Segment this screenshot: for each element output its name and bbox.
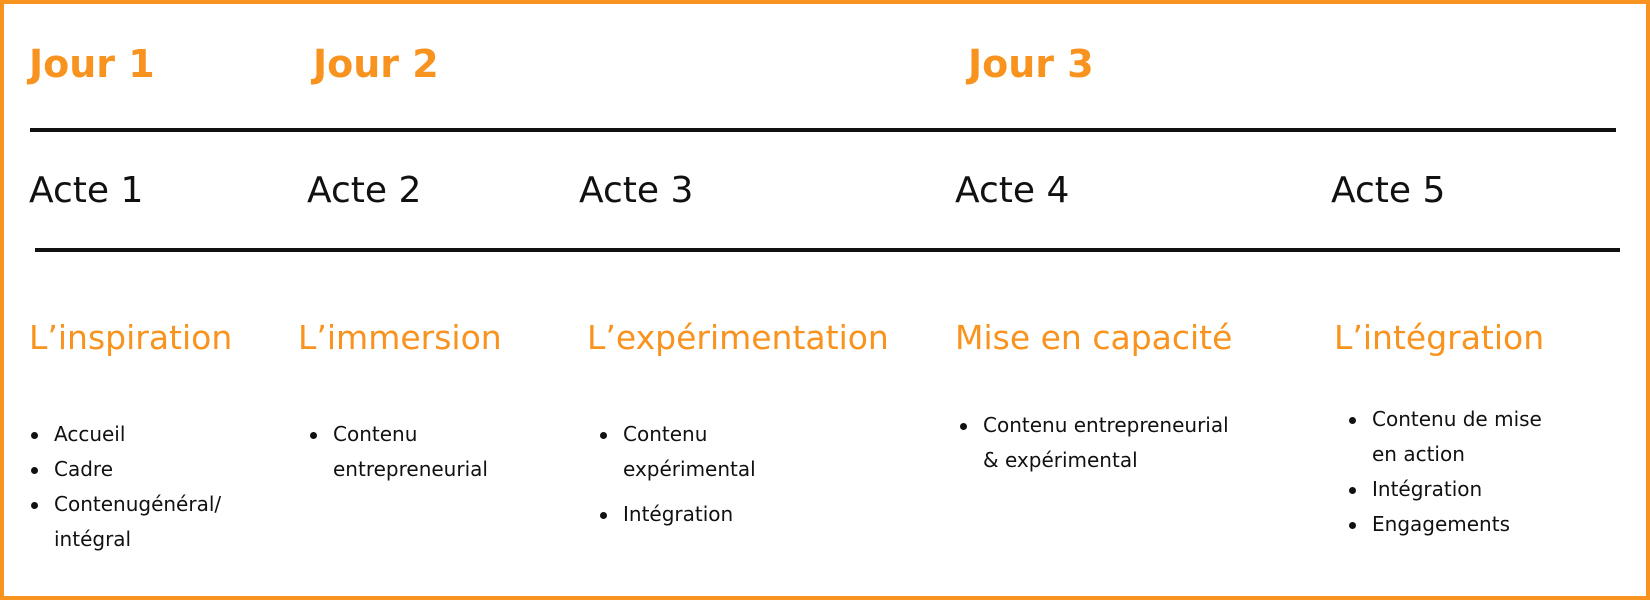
list-item: Contenu de mise en action xyxy=(1349,402,1542,472)
list-item: Accueil xyxy=(31,417,221,452)
middle-divider xyxy=(35,248,1620,252)
jour-1-label: Jour 1 xyxy=(29,42,155,86)
acte-3-title: L’expérimentation xyxy=(587,318,889,357)
jour-3-label: Jour 3 xyxy=(968,42,1094,86)
list-item: Cadre xyxy=(31,452,221,487)
list-item: Engagements xyxy=(1349,507,1542,542)
list-item: Contenu entrepreneurial xyxy=(310,417,488,487)
acte-5-title: L’intégration xyxy=(1334,318,1545,357)
list-item: Contenu expérimental xyxy=(600,417,756,487)
list-item: Contenugénéral/ intégral xyxy=(31,487,221,557)
acte-4-list: Contenu entrepreneurial & expérimental xyxy=(960,408,1229,478)
acte-1-list: Accueil Cadre Contenugénéral/ intégral xyxy=(31,417,221,557)
acte-3-label: Acte 3 xyxy=(579,170,694,211)
list-item: Intégration xyxy=(1349,472,1542,507)
list-item: Intégration xyxy=(600,497,756,532)
acte-1-title: L’inspiration xyxy=(29,318,233,357)
acte-1-label: Acte 1 xyxy=(29,170,144,211)
acte-2-title: L’immersion xyxy=(298,318,502,357)
acte-4-label: Acte 4 xyxy=(955,170,1070,211)
acte-3-list: Contenu expérimental Intégration xyxy=(600,417,756,532)
jour-2-label: Jour 2 xyxy=(313,42,439,86)
acte-2-list: Contenu entrepreneurial xyxy=(310,417,488,487)
top-divider xyxy=(30,128,1616,132)
acte-5-label: Acte 5 xyxy=(1331,170,1446,211)
list-item: Contenu entrepreneurial & expérimental xyxy=(960,408,1229,478)
acte-2-label: Acte 2 xyxy=(307,170,422,211)
acte-4-title: Mise en capacité xyxy=(955,318,1233,357)
acte-5-list: Contenu de mise en action Intégration En… xyxy=(1349,402,1542,542)
